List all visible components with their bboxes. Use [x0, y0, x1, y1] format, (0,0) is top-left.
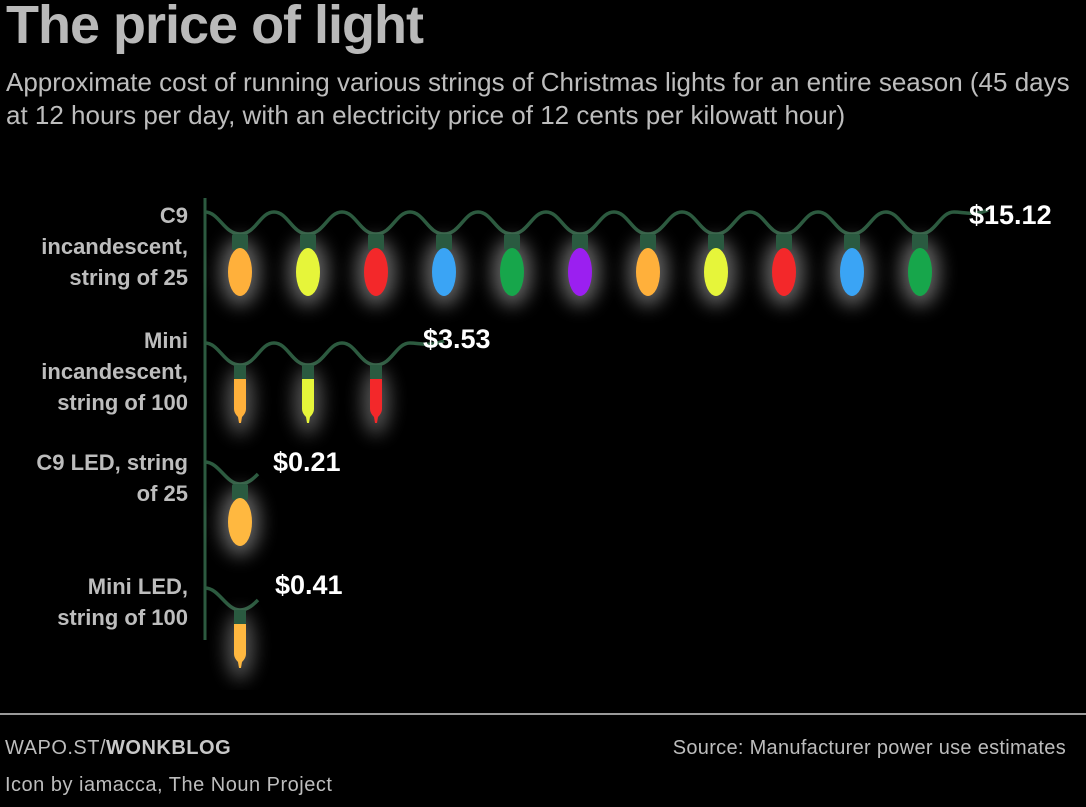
light-string-wire [204, 208, 989, 236]
row-label-line: string of 100 [57, 605, 188, 630]
bulb-mini [370, 379, 382, 423]
footer-site[interactable]: WAPO.ST/WONKBLOG [5, 737, 231, 760]
bulb-c9 [228, 498, 252, 546]
bulb-socket [232, 484, 248, 500]
bulb-c9 [704, 248, 728, 296]
light-string-wire [204, 460, 260, 486]
light-string-wire [204, 339, 445, 367]
row-label-line: of 25 [136, 481, 188, 506]
value-label-c9-led: $0.21 [273, 447, 341, 477]
row-label-line: string of 100 [57, 390, 188, 415]
chart-subtitle: Approximate cost of running various stri… [6, 67, 1070, 130]
row-label-c9-incandescent: C9 incandescent, string of 25 [0, 200, 188, 293]
light-string-wire [204, 586, 260, 612]
bulb-socket [232, 234, 248, 250]
row-label-line: string of 25 [69, 265, 188, 290]
bulb-socket [368, 234, 384, 250]
bulb-c9 [636, 248, 660, 296]
bulb-socket [234, 610, 246, 624]
bulb-c9 [500, 248, 524, 296]
bulb-socket [708, 234, 724, 250]
footer-divider [0, 713, 1086, 715]
chart-svg [203, 198, 989, 680]
bulb-socket [844, 234, 860, 250]
chart-title: The price of light [6, 0, 424, 55]
value-label-mini-led: $0.41 [275, 570, 343, 600]
bulb-mini [234, 624, 246, 668]
footer-site-prefix: WAPO.ST/ [5, 737, 107, 759]
bulb-c9 [432, 248, 456, 296]
row-label-mini-led: Mini LED, string of 100 [0, 571, 188, 633]
row-label-line: C9 LED, string [36, 450, 188, 475]
bulb-c9 [772, 248, 796, 296]
bulb-socket [300, 234, 316, 250]
bulb-c9 [568, 248, 592, 296]
bulb-c9 [296, 248, 320, 296]
bulb-c9 [840, 248, 864, 296]
footer-source: Source: Manufacturer power use estimates [672, 737, 1066, 759]
bulb-mini [302, 379, 314, 423]
chart-area: C9 incandescent, string of 25 Mini incan… [0, 190, 1086, 690]
row-label-line: Mini [144, 328, 188, 353]
row-label-line: Mini LED, [87, 574, 188, 599]
bulb-socket [234, 365, 246, 379]
footer-site-bold: WONKBLOG [106, 737, 232, 759]
value-label-c9-incandescent: $15.12 [969, 200, 1052, 230]
value-label-mini-incandescent: $3.53 [423, 324, 491, 354]
bulb-socket [504, 234, 520, 250]
bulb-socket [370, 365, 382, 379]
bulb-socket [436, 234, 452, 250]
row-label-c9-led: C9 LED, string of 25 [0, 447, 188, 509]
bulb-mini [234, 379, 246, 423]
bulb-c9 [908, 248, 932, 296]
bulb-socket [572, 234, 588, 250]
bulb-c9 [228, 248, 252, 296]
row-label-line: incandescent, [41, 234, 188, 259]
bulb-socket [912, 234, 928, 250]
row-label-line: incandescent, [41, 359, 188, 384]
bulb-socket [302, 365, 314, 379]
bulb-socket [776, 234, 792, 250]
row-label-line: C9 [159, 203, 188, 228]
footer-credit: Icon by iamacca, The Noun Project [5, 774, 333, 796]
row-label-mini-incandescent: Mini incandescent, string of 100 [0, 325, 188, 418]
bulb-c9 [364, 248, 388, 296]
bulb-socket [640, 234, 656, 250]
